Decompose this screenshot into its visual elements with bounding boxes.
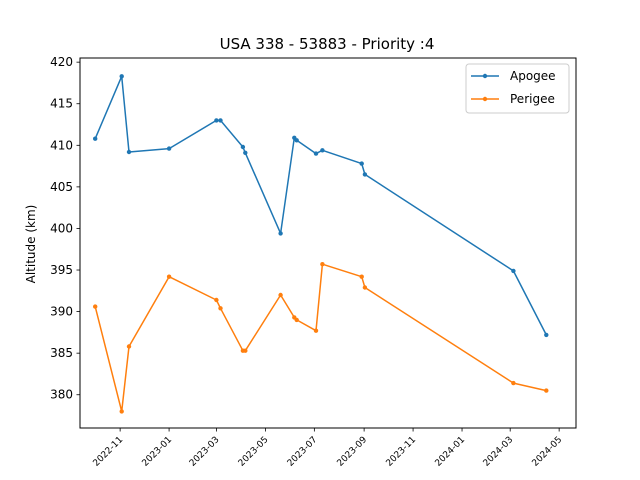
data-point-perigee xyxy=(544,388,549,393)
x-tick-label: 2023-03 xyxy=(188,435,222,469)
y-axis-label: Altitude (km) xyxy=(24,205,38,284)
data-point-perigee xyxy=(313,328,319,333)
data-point-perigee xyxy=(218,306,223,311)
data-point-apogee xyxy=(126,149,132,155)
x-tick-label: 2023-05 xyxy=(237,435,271,469)
data-point-apogee xyxy=(320,148,325,153)
data-point-apogee xyxy=(119,74,124,79)
data-point-perigee xyxy=(294,317,299,323)
x-tick-label: 2023-07 xyxy=(286,435,320,469)
data-point-apogee xyxy=(511,268,516,274)
x-tick-label: 2023-01 xyxy=(141,435,175,469)
x-tick-label: 2024-01 xyxy=(433,435,467,469)
data-point-apogee xyxy=(243,150,248,155)
data-point-apogee xyxy=(218,118,223,123)
legend: Apogee Perigee xyxy=(465,63,570,114)
y-tick-label: 415 xyxy=(50,97,73,111)
x-tick-label: 2024-03 xyxy=(482,435,516,469)
plot-series xyxy=(93,74,549,414)
data-point-apogee xyxy=(93,136,98,141)
data-point-apogee xyxy=(313,151,319,156)
data-point-perigee xyxy=(278,292,283,298)
y-tick-label: 410 xyxy=(50,138,73,152)
legend-marker-apogee xyxy=(482,73,488,79)
data-point-perigee xyxy=(362,285,368,290)
data-point-apogee xyxy=(214,118,219,123)
data-point-perigee xyxy=(93,304,98,309)
y-tick-label: 390 xyxy=(50,305,73,319)
data-point-apogee xyxy=(544,332,549,338)
data-point-perigee xyxy=(126,344,132,349)
y-axis: 380 385 390 395 400 405 410 415 420 xyxy=(50,55,80,402)
chart-title: USA 338 - 53883 - Priority :4 xyxy=(220,35,435,53)
x-tick-label: 2024-05 xyxy=(531,435,565,469)
y-tick-label: 420 xyxy=(50,55,73,69)
legend-label-perigee: Perigee xyxy=(510,92,555,106)
data-point-perigee xyxy=(243,348,248,353)
data-point-apogee xyxy=(359,161,364,166)
data-point-perigee xyxy=(166,274,172,279)
y-tick-label: 395 xyxy=(50,263,73,277)
data-point-perigee xyxy=(511,380,516,386)
legend-marker-perigee xyxy=(482,96,488,102)
data-point-perigee xyxy=(214,297,219,303)
legend-label-apogee: Apogee xyxy=(510,69,556,83)
data-point-perigee xyxy=(320,262,325,267)
x-tick-label: 2023-11 xyxy=(385,435,419,469)
x-tick-label: 2023-09 xyxy=(336,435,370,469)
x-tick-label: 2022-11 xyxy=(92,435,126,469)
data-point-apogee xyxy=(240,144,246,150)
y-tick-label: 405 xyxy=(50,180,73,194)
y-tick-label: 380 xyxy=(50,388,73,402)
y-tick-label: 400 xyxy=(50,221,73,235)
data-point-apogee xyxy=(278,231,283,236)
x-axis: 2022-11 2023-01 2023-03 2023-05 2023-07 2023-… xyxy=(92,428,565,469)
series-line-apogee xyxy=(94,75,547,336)
data-point-perigee xyxy=(119,409,124,414)
data-point-apogee xyxy=(166,146,172,151)
data-point-apogee xyxy=(294,138,299,143)
series-line-perigee xyxy=(94,263,547,413)
data-point-perigee xyxy=(359,274,364,279)
plot-frame xyxy=(79,57,577,429)
y-tick-label: 385 xyxy=(50,346,73,360)
data-point-apogee xyxy=(362,172,368,177)
